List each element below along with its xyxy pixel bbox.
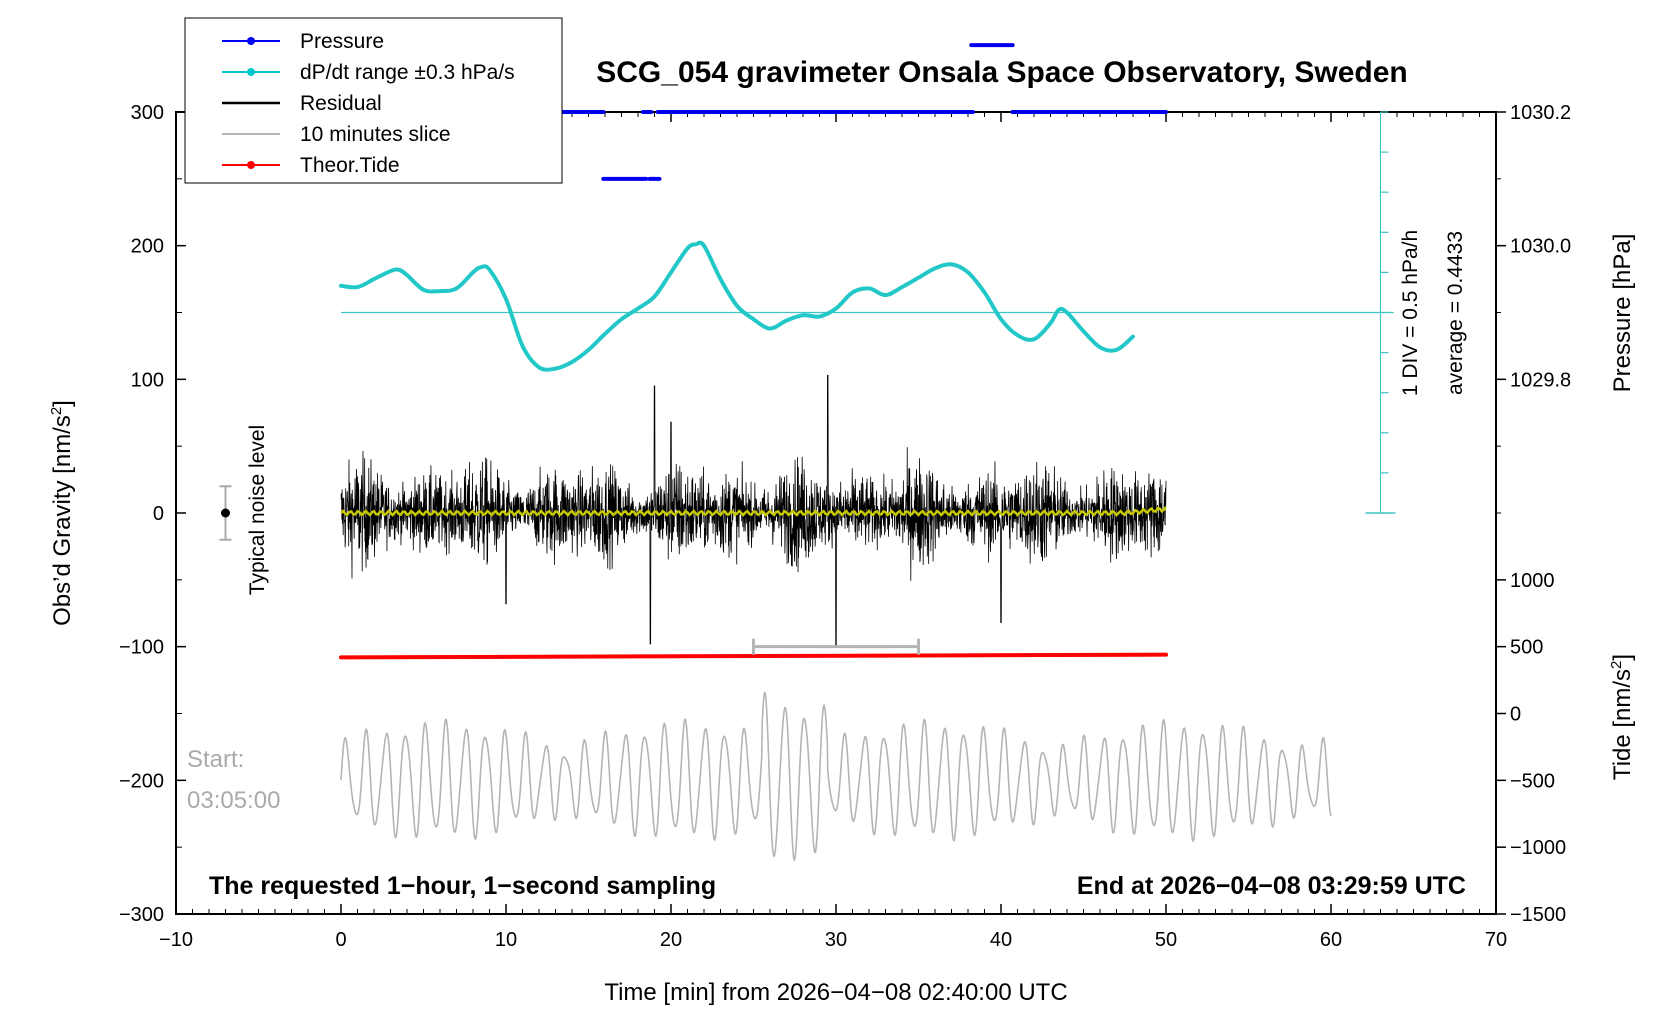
noise-center-dot [221,508,230,518]
tide-tick-label: −500 [1510,770,1555,792]
tide-line [339,652,1168,660]
tide-tick-label: 500 [1510,637,1543,659]
pressure-axis-label: Pressure [hPa] [1609,234,1636,393]
x-tick-label: 0 [335,929,346,951]
dpdt-curve [339,240,1135,372]
noise-level-label: Typical noise level [246,425,269,595]
x-tick-label: 50 [1155,929,1177,951]
pressure-tick-label: 1030.0 [1510,236,1571,258]
x-tick-label: 40 [990,929,1012,951]
tide-tick-label: 0 [1510,704,1521,726]
dpdt-panel [339,111,1396,514]
slice-trace [340,691,1332,862]
average-text: average = 0.4433 [1444,231,1467,395]
residual-smoothed [340,506,1167,517]
noise-indicator [219,485,232,541]
chart-title: SCG_054 gravimeter Onsala Space Observat… [596,56,1408,89]
x-tick-label: 60 [1320,929,1342,951]
legend-marker [247,68,255,76]
caption-right: End at 2026−04−08 03:29:59 UTC [1077,872,1466,900]
legend: Pressure dP/dt range ±0.3 hPa/s Residual 10… [184,17,563,184]
caption-left: The requested 1−hour, 1−second sampling [209,872,716,900]
tide-tick-label: −1000 [1510,837,1566,859]
y-tick-label: 100 [131,369,164,391]
x-tick-label: 70 [1485,929,1507,951]
legend-label: dP/dt range ±0.3 hPa/s [300,61,515,84]
y-tick-label: 0 [153,503,164,525]
y-tick-label: 300 [131,102,164,124]
tick-labels: −10 0 10 20 30 40 50 60 70−300−200−1000100200300… [119,102,1571,951]
residual-trace [340,374,1167,648]
legend-label: Residual [300,92,382,115]
legend-label: 10 minutes slice [300,123,451,146]
residual-series [340,374,1167,648]
tide-tick-label: −1500 [1510,904,1566,926]
y-tick-label: −300 [119,904,164,926]
theoretical-tide-series [339,652,1168,660]
x-tick-label: 30 [825,929,847,951]
legend-box [184,17,563,184]
y-tick-label: 200 [131,236,164,258]
legend-marker [247,161,255,169]
legend-marker [247,37,255,45]
y-tick-label: −100 [119,637,164,659]
tide-axis-label: Tide [nm/s2] [1608,654,1636,780]
dpdt-scale-text: 1 DIV = 0.5 hPa/h [1399,230,1422,396]
pressure-tick-label: 1029.8 [1510,369,1571,391]
x-axis-label: Time [min] from 2026−04−08 02:40:00 UTC [604,979,1067,1006]
legend-label: Theor.Tide [300,154,400,177]
x-tick-label: 10 [495,929,517,951]
tide-tick-label: 1000 [1510,570,1555,592]
legend-label: Pressure [300,30,384,53]
pressure-tick-label: 1030.2 [1510,102,1571,124]
y-tick-label: −200 [119,770,164,792]
left-axis-label: Obs’d Gravity [nm/s2] [48,400,76,626]
slice-series [340,638,1332,862]
start-label: Start: [187,746,244,773]
x-tick-label: 20 [660,929,682,951]
legend-entries: Pressure dP/dt range ±0.3 hPa/s Residual 10… [222,30,515,177]
x-tick-label: −10 [159,929,193,951]
start-time: 03:05:00 [187,787,280,814]
